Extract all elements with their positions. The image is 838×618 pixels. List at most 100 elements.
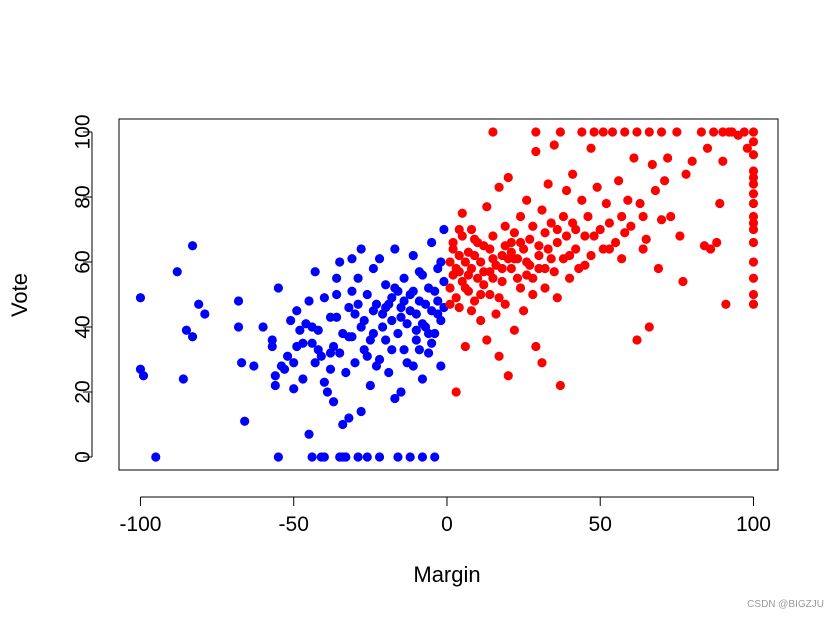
data-point bbox=[362, 351, 372, 361]
data-point bbox=[650, 185, 661, 196]
data-point bbox=[307, 338, 317, 348]
data-point bbox=[359, 315, 369, 326]
data-point bbox=[604, 244, 615, 254]
data-point bbox=[405, 306, 415, 316]
data-point bbox=[448, 237, 458, 248]
data-point bbox=[494, 293, 504, 303]
data-point bbox=[601, 198, 611, 209]
data-point bbox=[555, 127, 565, 137]
data-point bbox=[310, 267, 320, 277]
data-point bbox=[571, 244, 581, 254]
data-point bbox=[531, 341, 541, 352]
data-point bbox=[200, 309, 210, 319]
data-point bbox=[721, 299, 731, 309]
y-axis-label: Vote bbox=[7, 273, 32, 317]
data-point bbox=[267, 335, 277, 345]
data-point bbox=[414, 345, 424, 355]
data-point bbox=[353, 273, 363, 283]
data-point bbox=[607, 127, 618, 137]
data-point bbox=[427, 237, 437, 248]
data-point bbox=[332, 273, 342, 283]
data-point bbox=[592, 182, 602, 192]
data-point bbox=[540, 283, 550, 293]
data-point bbox=[322, 387, 333, 397]
data-point bbox=[488, 127, 498, 137]
data-point bbox=[614, 176, 624, 186]
data-point bbox=[430, 286, 440, 296]
data-point bbox=[445, 283, 455, 293]
data-point bbox=[417, 374, 428, 384]
data-point bbox=[659, 176, 670, 186]
data-point bbox=[479, 241, 489, 251]
data-point bbox=[368, 263, 378, 274]
data-point bbox=[469, 296, 480, 306]
data-point bbox=[469, 234, 480, 244]
data-point bbox=[580, 260, 590, 270]
data-point bbox=[194, 299, 204, 309]
data-point bbox=[405, 452, 415, 462]
data-point bbox=[748, 218, 759, 228]
data-point bbox=[558, 211, 569, 222]
data-point bbox=[546, 254, 556, 264]
data-point bbox=[240, 416, 250, 426]
data-point bbox=[479, 280, 489, 290]
y-tick-label: 20 bbox=[72, 380, 95, 403]
y-tick-label: 40 bbox=[72, 315, 95, 338]
data-point bbox=[335, 348, 345, 358]
data-point bbox=[408, 250, 418, 261]
data-point bbox=[378, 322, 388, 332]
x-tick-label: -50 bbox=[279, 513, 309, 536]
data-point bbox=[748, 166, 759, 176]
watermark: CSDN @BIGZJU bbox=[747, 599, 824, 610]
data-point bbox=[577, 127, 587, 137]
data-point bbox=[620, 127, 630, 137]
data-point bbox=[500, 299, 510, 309]
data-point bbox=[604, 218, 615, 228]
data-point bbox=[748, 289, 759, 300]
data-point bbox=[282, 351, 293, 361]
data-point bbox=[328, 397, 339, 407]
data-point bbox=[497, 263, 507, 274]
data-point bbox=[445, 299, 455, 309]
data-point bbox=[617, 254, 627, 264]
data-point bbox=[638, 211, 648, 222]
data-point bbox=[381, 302, 391, 313]
data-point bbox=[454, 267, 464, 277]
data-point bbox=[647, 159, 657, 170]
data-point bbox=[718, 156, 728, 166]
data-point bbox=[469, 250, 480, 261]
data-point bbox=[390, 244, 400, 254]
data-point bbox=[712, 237, 722, 248]
data-point bbox=[515, 283, 526, 293]
data-point bbox=[739, 127, 749, 137]
data-point bbox=[427, 338, 437, 348]
data-point bbox=[748, 172, 759, 183]
data-point bbox=[187, 332, 198, 342]
data-point bbox=[307, 452, 317, 462]
data-point bbox=[543, 179, 553, 189]
data-point bbox=[561, 231, 572, 241]
data-point bbox=[411, 335, 421, 345]
data-point bbox=[138, 371, 149, 381]
data-point bbox=[531, 127, 541, 137]
data-point bbox=[374, 254, 385, 264]
data-point bbox=[742, 143, 752, 153]
data-point bbox=[653, 263, 664, 274]
y-tick-label: 60 bbox=[72, 250, 95, 273]
data-point bbox=[617, 211, 627, 222]
data-point bbox=[500, 221, 510, 231]
data-point bbox=[577, 195, 587, 205]
data-point bbox=[632, 335, 642, 345]
data-point bbox=[249, 361, 259, 371]
x-tick-label: -100 bbox=[119, 513, 161, 536]
points-layer bbox=[135, 127, 759, 462]
data-point bbox=[531, 146, 541, 157]
data-point bbox=[439, 224, 449, 235]
data-point bbox=[347, 286, 357, 296]
x-axis-label: Margin bbox=[413, 562, 480, 587]
data-point bbox=[319, 452, 329, 462]
data-point bbox=[568, 169, 578, 179]
data-point bbox=[310, 358, 320, 368]
data-point bbox=[540, 228, 550, 238]
data-point bbox=[408, 286, 418, 296]
